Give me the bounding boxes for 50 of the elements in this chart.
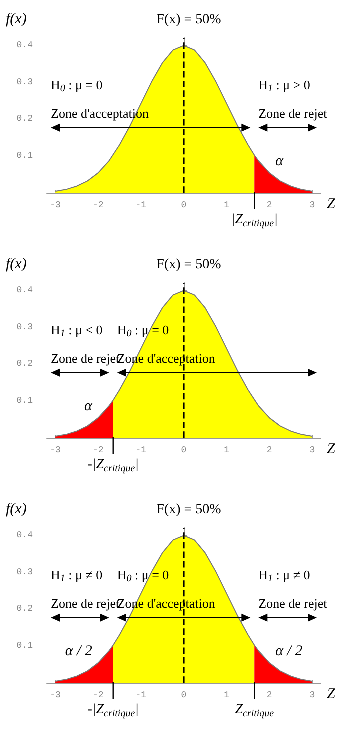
x-tick-label: 1 xyxy=(224,446,230,456)
y-tick-label: 0.2 xyxy=(16,359,33,370)
x-tick-label: -2 xyxy=(92,690,104,700)
y-axis-title: f(x) xyxy=(6,256,27,272)
x-tick-label: 0 xyxy=(181,690,187,700)
y-tick-label: 0.2 xyxy=(16,114,33,124)
x-tick-label: -2 xyxy=(92,200,104,210)
x-tick-label: -3 xyxy=(50,200,61,210)
x-tick-label: -1 xyxy=(136,690,147,700)
chart-title: F(x) = 50% xyxy=(156,502,222,518)
y-tick-label: 0.4 xyxy=(16,530,33,540)
x-tick-label: 1 xyxy=(224,690,230,700)
x-axis-title: Z xyxy=(327,442,336,458)
y-tick-label: 0.2 xyxy=(16,604,33,614)
x-tick-label: -3 xyxy=(50,446,61,456)
chart-title: F(x) = 50% xyxy=(156,258,222,272)
y-tick-label: 0.1 xyxy=(16,151,33,162)
x-tick-label: 1 xyxy=(224,200,230,210)
x-tick-label: 0 xyxy=(181,446,187,456)
y-tick-label: 0.3 xyxy=(16,322,33,332)
y-axis-title: f(x) xyxy=(6,12,27,28)
y-tick-label: 0.4 xyxy=(16,285,33,296)
y-tick-label: 0.1 xyxy=(16,641,33,652)
x-tick-label: 2 xyxy=(266,690,272,700)
x-tick-label: -2 xyxy=(92,446,104,456)
y-tick-label: 0.3 xyxy=(16,567,33,578)
annotation: α xyxy=(276,154,285,170)
y-tick-label: 0.3 xyxy=(16,77,33,88)
x-axis-title: Z xyxy=(327,686,336,702)
annotation: Zone de rejet xyxy=(51,350,120,366)
x-tick-label: 3 xyxy=(310,200,316,210)
x-tick-label: -3 xyxy=(50,690,61,700)
x-tick-label: 3 xyxy=(310,446,316,456)
x-axis-title: Z xyxy=(327,196,336,212)
x-tick-label: 0 xyxy=(181,200,187,210)
y-axis-title: f(x) xyxy=(6,502,27,518)
annotation: α xyxy=(84,398,94,415)
annotation: Zone de rejet xyxy=(258,106,328,121)
x-tick-label: -1 xyxy=(136,200,147,210)
annotation: Zone de rejet xyxy=(51,596,120,611)
annotation: α / 2 xyxy=(276,644,304,660)
chart-title: F(x) = 50% xyxy=(156,12,222,28)
y-tick-label: 0.4 xyxy=(16,40,33,50)
y-tick-label: 0.1 xyxy=(16,396,33,406)
x-tick-label: 3 xyxy=(310,690,316,700)
x-tick-label: 2 xyxy=(266,446,272,456)
x-tick-label: 2 xyxy=(266,200,272,210)
annotation: Zone de rejet xyxy=(258,596,328,611)
annotation: α / 2 xyxy=(65,644,93,660)
x-tick-label: -1 xyxy=(136,446,147,456)
